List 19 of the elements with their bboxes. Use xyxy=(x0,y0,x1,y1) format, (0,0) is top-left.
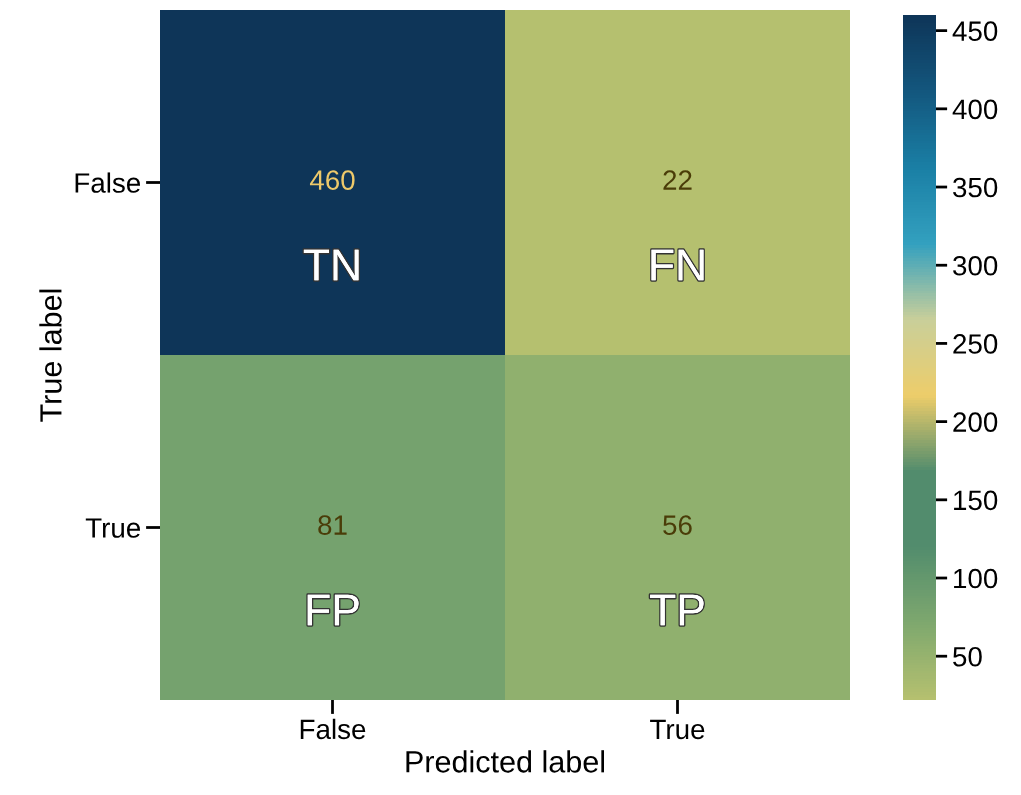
color-bar-label: 150 xyxy=(954,490,998,511)
annotation: TP xyxy=(650,594,704,626)
annotation: FN xyxy=(651,249,704,281)
color-bar-label: 450 xyxy=(952,21,998,41)
color-bar-label: 50 xyxy=(953,646,982,667)
color-bar-label: 400 xyxy=(952,99,998,120)
data-label: 81 xyxy=(318,515,347,535)
annotation: FP xyxy=(307,594,359,626)
color-bar-label: 300 xyxy=(953,255,998,276)
data-label: 22 xyxy=(663,170,692,190)
data-label: 460 xyxy=(309,170,355,190)
y-axis-title: True label xyxy=(39,289,62,422)
annotation: TN xyxy=(303,249,359,281)
x-axis-title: Predicted label xyxy=(406,750,605,773)
color-bar-label: 350 xyxy=(953,177,998,198)
data-label: 56 xyxy=(663,515,692,535)
color-bar-label: 100 xyxy=(954,568,998,589)
color-bar-label: 200 xyxy=(953,412,998,432)
color-bar-label: 250 xyxy=(953,334,998,354)
